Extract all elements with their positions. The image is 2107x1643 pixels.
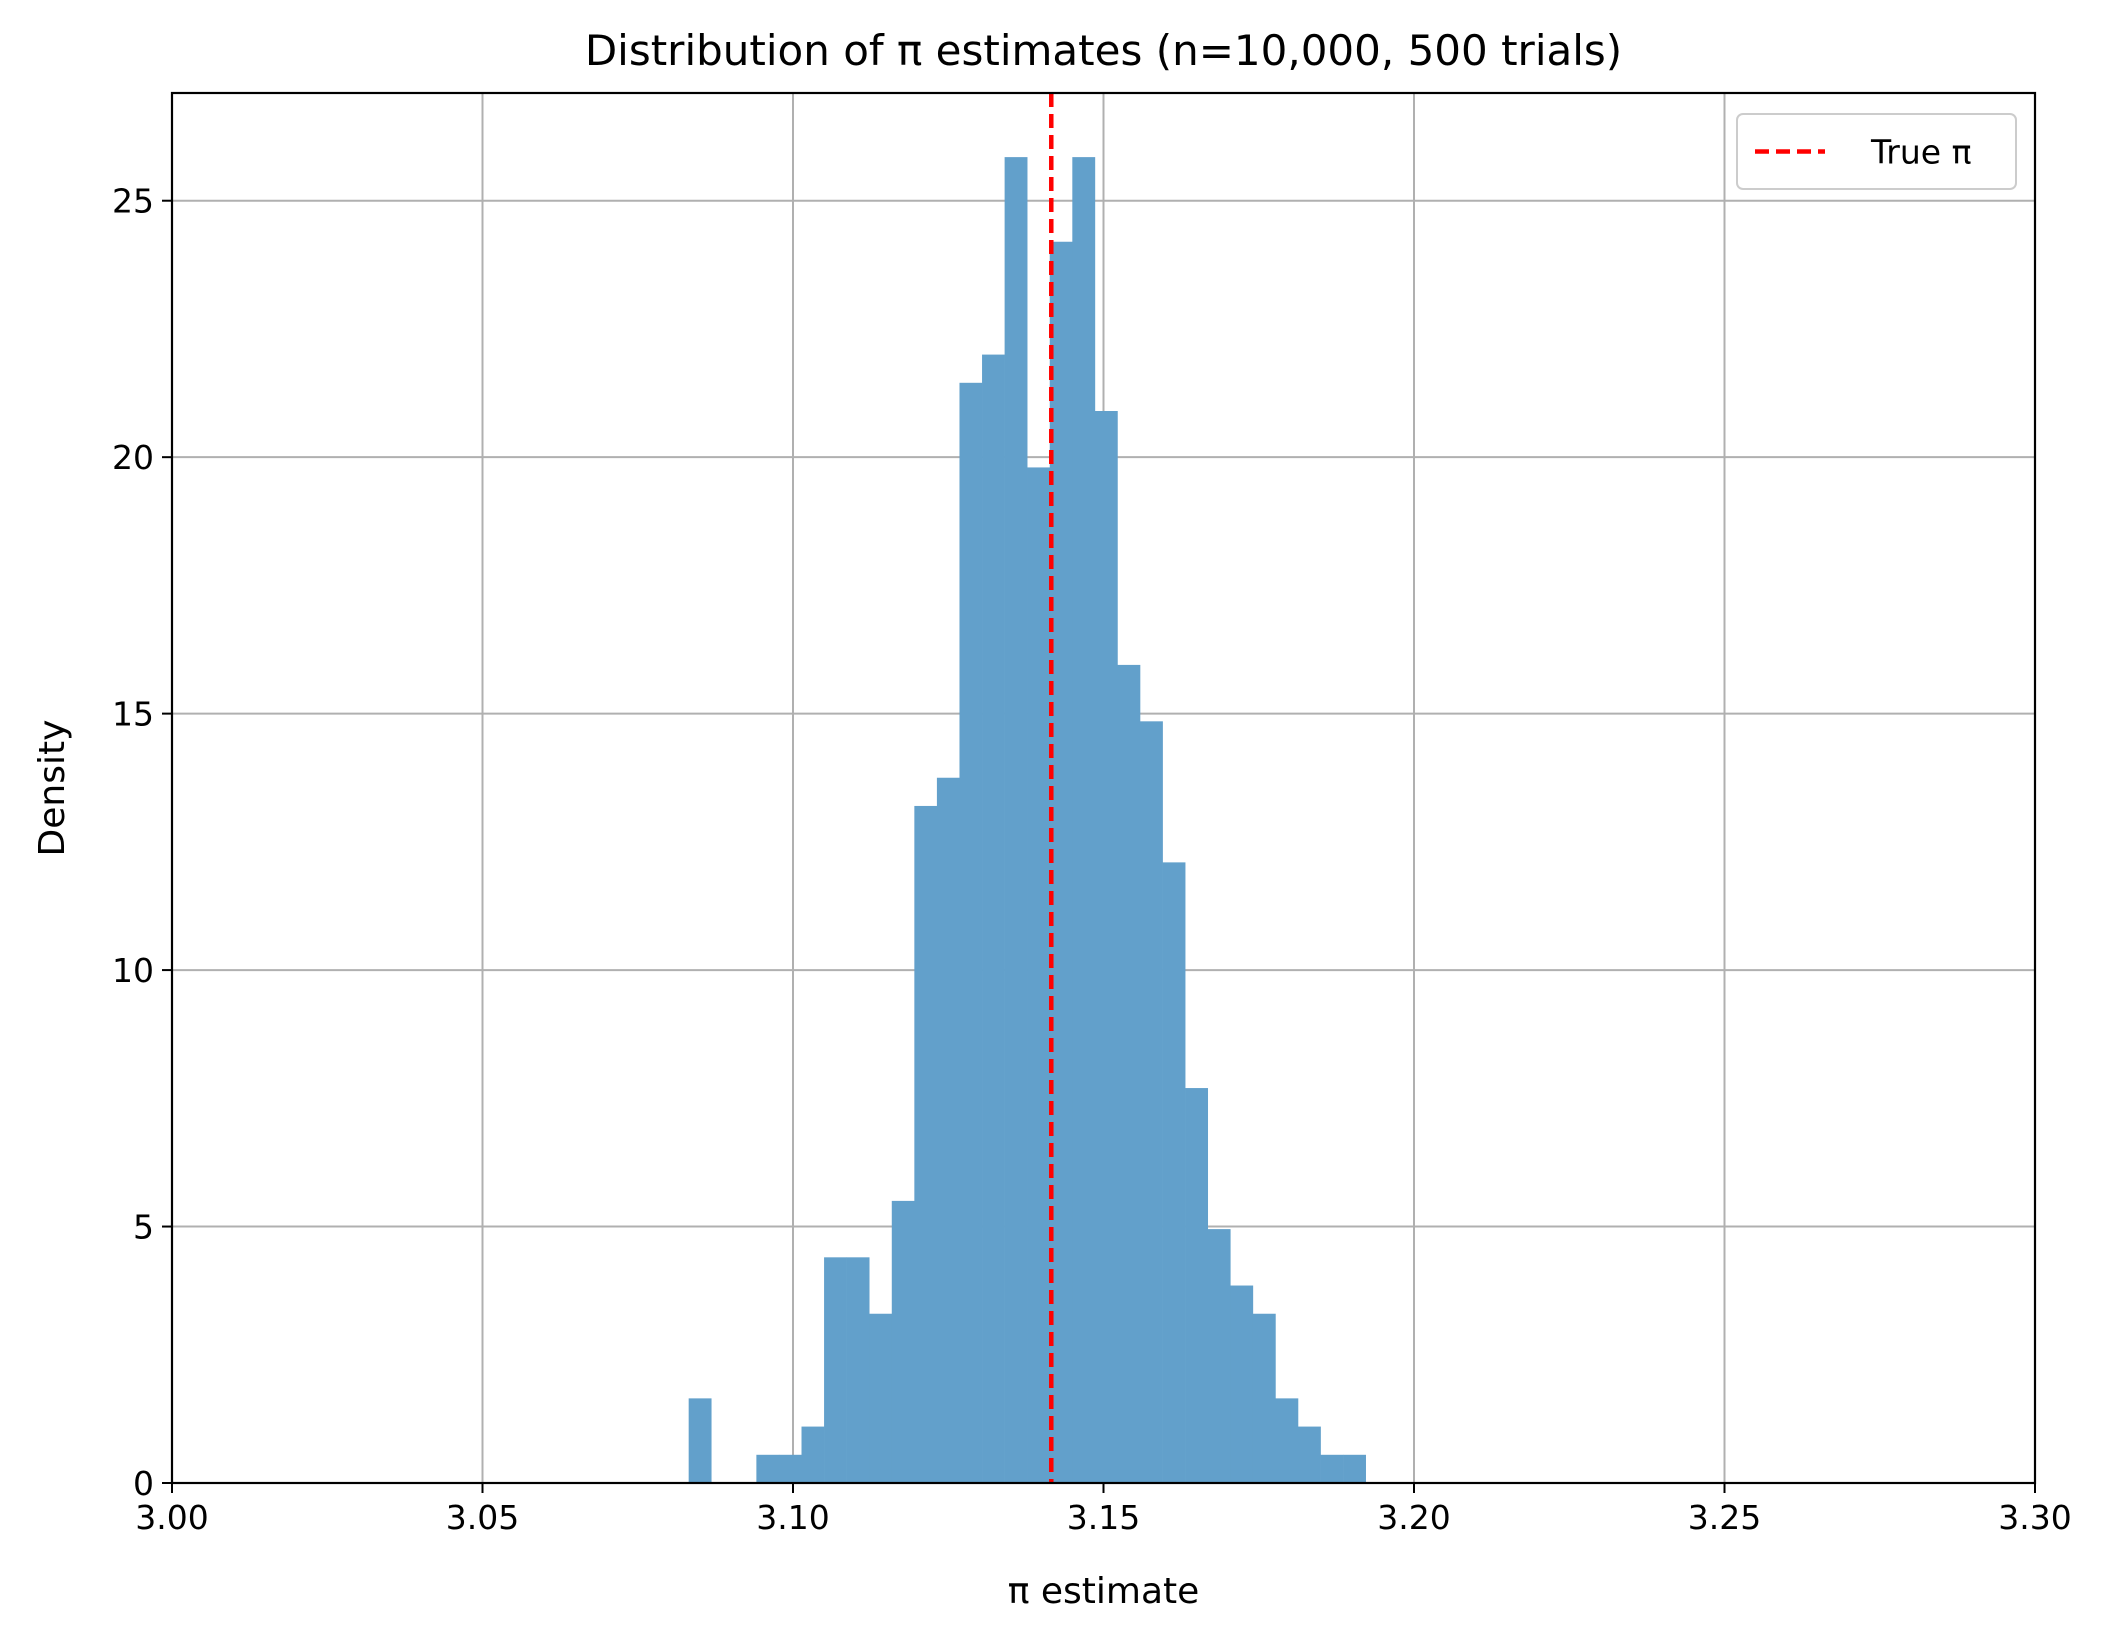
histogram-bar bbox=[1185, 1088, 1209, 1483]
axis-ticks: 3.00 3.05 3.10 3.15 3.20 3.25 3.30 0 5 10 15 20 25 bbox=[112, 182, 2072, 1537]
histogram-bar bbox=[756, 1454, 780, 1483]
histogram-bar bbox=[1004, 157, 1028, 1484]
chart-title: Distribution of π estimates (n=10,000, 5… bbox=[585, 26, 1622, 75]
histogram-bar bbox=[824, 1257, 847, 1483]
x-tick-label: 3.20 bbox=[1377, 1498, 1450, 1537]
y-tick-label: 5 bbox=[133, 1208, 154, 1247]
histogram-bar bbox=[1252, 1313, 1276, 1483]
x-tick-label: 3.25 bbox=[1688, 1498, 1761, 1537]
y-tick-label: 15 bbox=[112, 695, 154, 734]
histogram-bar bbox=[1162, 862, 1186, 1483]
y-tick-label: 10 bbox=[112, 951, 154, 990]
histogram-bar bbox=[1072, 157, 1096, 1484]
histogram-bar bbox=[891, 1200, 915, 1483]
y-tick-label: 0 bbox=[133, 1464, 154, 1503]
legend-box bbox=[1736, 113, 2017, 190]
histogram-bar bbox=[1094, 411, 1118, 1484]
histogram-bar bbox=[1230, 1285, 1254, 1483]
legend: True π bbox=[1736, 113, 2017, 190]
histogram-bar bbox=[1049, 241, 1073, 1484]
y-tick-label: 20 bbox=[112, 438, 154, 477]
legend-label-true-pi: True π bbox=[1870, 133, 1971, 172]
histogram-bar bbox=[959, 382, 983, 1483]
histogram-bars bbox=[688, 157, 1366, 1484]
histogram-bar bbox=[778, 1454, 802, 1483]
x-tick-label: 3.30 bbox=[1998, 1498, 2071, 1537]
histogram-bar bbox=[688, 1398, 712, 1483]
y-tick-label: 25 bbox=[112, 182, 154, 221]
histogram-bar bbox=[1140, 721, 1163, 1483]
histogram-bar bbox=[1207, 1229, 1231, 1483]
x-axis-label: π estimate bbox=[1008, 1571, 1200, 1612]
histogram-bar bbox=[1343, 1454, 1366, 1483]
histogram-bar bbox=[1297, 1426, 1321, 1483]
histogram-bar bbox=[1275, 1398, 1299, 1483]
y-axis-label: Density bbox=[32, 720, 73, 857]
grid-lines bbox=[171, 93, 2036, 1484]
histogram-bar bbox=[846, 1257, 870, 1483]
x-tick-label: 3.15 bbox=[1067, 1498, 1140, 1537]
x-tick-label: 3.00 bbox=[135, 1498, 208, 1537]
histogram-bar bbox=[914, 805, 938, 1483]
histogram-bar bbox=[982, 354, 1005, 1484]
histogram-bar bbox=[869, 1313, 893, 1483]
histogram-bar bbox=[936, 777, 960, 1483]
x-tick-label: 3.10 bbox=[756, 1498, 829, 1537]
x-tick-label: 3.05 bbox=[446, 1498, 519, 1537]
histogram-bar bbox=[1320, 1454, 1344, 1483]
histogram-bar bbox=[1027, 467, 1051, 1483]
histogram-bar bbox=[801, 1426, 825, 1483]
histogram-bar bbox=[1117, 664, 1141, 1483]
